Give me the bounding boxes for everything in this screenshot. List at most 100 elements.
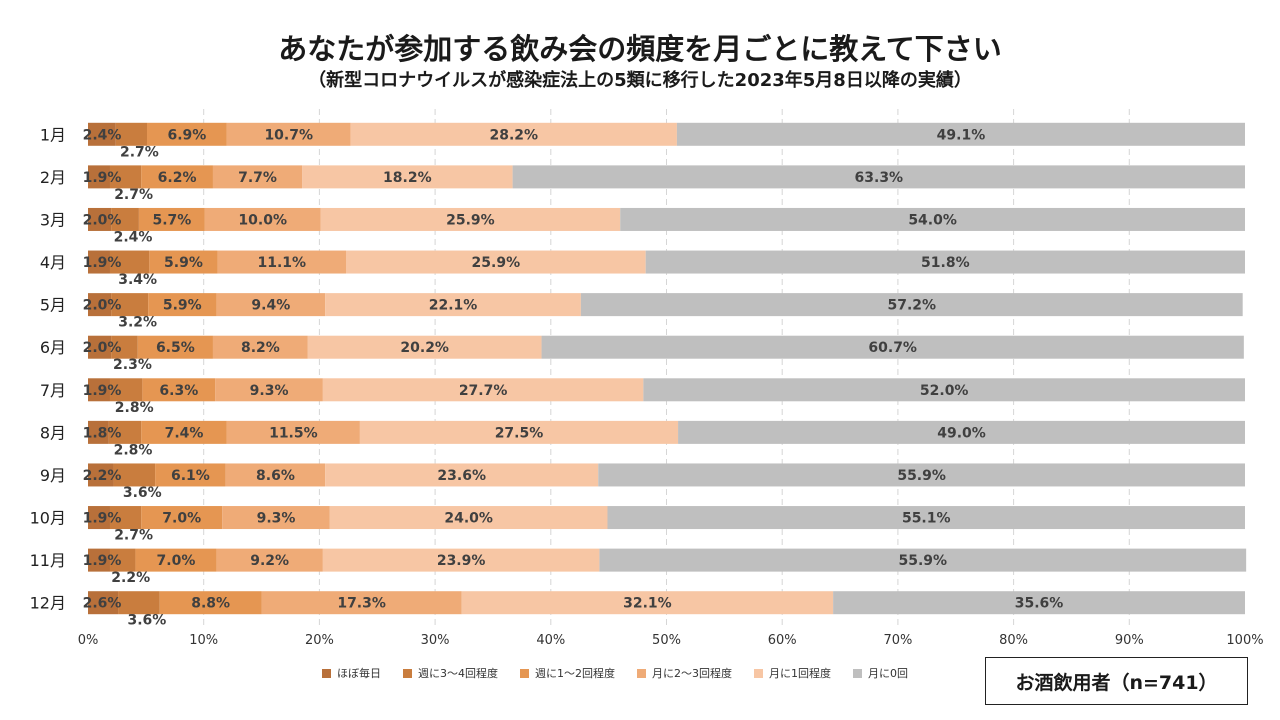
data-label: 10.0% [238,212,287,228]
bar-segment [111,335,138,359]
x-tick-label: 30% [421,633,450,648]
data-label: 49.0% [937,425,986,441]
bar-segment [580,293,1243,317]
data-label: 57.2% [887,298,936,314]
data-label: 25.9% [472,255,521,271]
legend-swatch [520,668,529,678]
y-category-label: 3月 [40,210,66,229]
legend-swatch [322,668,331,678]
data-label: 6.2% [158,170,197,186]
legend-label: ほぼ毎日 [337,667,381,680]
data-label: 8.2% [241,340,280,356]
bar-segment [88,548,110,572]
bar-segment [115,122,148,146]
bar-segment [88,335,112,359]
data-label: 2.4% [114,229,153,245]
legend-item: 月に2〜3回程度 [637,665,732,681]
legend-item: 月に0回 [853,665,908,681]
y-category-label: 6月 [40,338,66,357]
data-label: 55.9% [897,468,946,484]
data-label: 24.0% [444,511,493,527]
bar-segment [109,165,142,189]
bar-segment [135,548,217,572]
bar-segment [216,548,323,572]
bar-segment [261,591,462,615]
data-label: 23.9% [437,553,486,569]
data-label: 3.4% [118,272,157,288]
legend-label: 週に1〜2回程度 [535,667,615,680]
data-label: 9.3% [257,511,296,527]
data-label: 2.0% [83,212,122,228]
data-label: 2.7% [114,187,153,203]
bar-segment [88,506,110,530]
y-category-label: 12月 [30,594,66,613]
data-label: 5.7% [152,212,191,228]
data-label: 10.7% [264,127,313,143]
data-label: 2.0% [83,340,122,356]
data-label: 54.0% [908,212,957,228]
bar-segment [137,335,213,359]
y-category-label: 4月 [40,253,66,272]
bar-segment [88,207,112,231]
bar-segment [109,548,136,572]
data-label: 22.1% [429,298,478,314]
x-tick-label: 100% [1226,633,1263,648]
data-label: 60.7% [868,340,917,356]
data-label: 25.9% [446,212,495,228]
y-category-label: 11月 [30,551,66,570]
bar-segment [541,335,1244,359]
data-label: 55.9% [898,553,947,569]
sample-note: お酒飲用者（n=741） [985,657,1248,705]
data-label: 2.7% [114,528,153,544]
data-label: 9.4% [251,298,290,314]
legend-label: 週に3〜4回程度 [418,667,498,680]
bar-segment [217,250,347,274]
data-label: 1.8% [83,425,122,441]
bar-segment [322,378,644,402]
data-label: 2.7% [120,144,159,160]
bar-segment [148,293,217,317]
bar-segment [149,250,218,274]
bar-segment [88,122,116,146]
bar-segment [88,420,109,444]
data-label: 6.1% [171,468,210,484]
bar-segment [111,207,139,231]
data-label: 11.5% [269,425,318,441]
data-label: 9.2% [250,553,289,569]
bar-segment [325,293,581,317]
data-label: 2.8% [115,400,154,416]
bar-segment [350,122,677,146]
data-label: 1.9% [83,383,122,399]
x-tick-label: 50% [652,633,681,648]
data-label: 28.2% [489,127,538,143]
legend-label: 月に2〜3回程度 [652,667,732,680]
bar-segment [225,463,326,487]
bar-segment [359,420,679,444]
x-tick-label: 90% [1115,633,1144,648]
bar-segment [598,463,1245,487]
legend-label: 月に1回程度 [769,667,831,680]
bar-segment [215,378,323,402]
bar-segment [88,378,110,402]
legend-item: 月に1回程度 [754,665,831,681]
chart-legend: ほぼ毎日 週に3〜4回程度 週に1〜2回程度 月に2〜3回程度 月に1回程度 月に0回 [322,665,908,681]
bar-segment [113,463,156,487]
data-label: 18.2% [383,170,432,186]
data-label: 1.9% [83,553,122,569]
bar-segment [643,378,1245,402]
bar-segment [329,506,608,530]
bar-segment [216,293,326,317]
data-label: 11.1% [258,255,307,271]
bar-segment [620,207,1245,231]
chart-subtitle: （新型コロナウイルスが感染症法上の5類に移行した2023年5月8日以降の実績） [308,70,972,91]
data-label: 35.6% [1015,596,1064,612]
bar-segment [320,207,621,231]
data-label: 8.8% [191,596,230,612]
y-category-label: 1月 [40,125,66,144]
legend-swatch [637,668,646,678]
bar-segment [204,207,321,231]
bar-segment [88,591,119,615]
y-category-label: 10月 [30,509,66,528]
bar-segment [141,165,213,189]
